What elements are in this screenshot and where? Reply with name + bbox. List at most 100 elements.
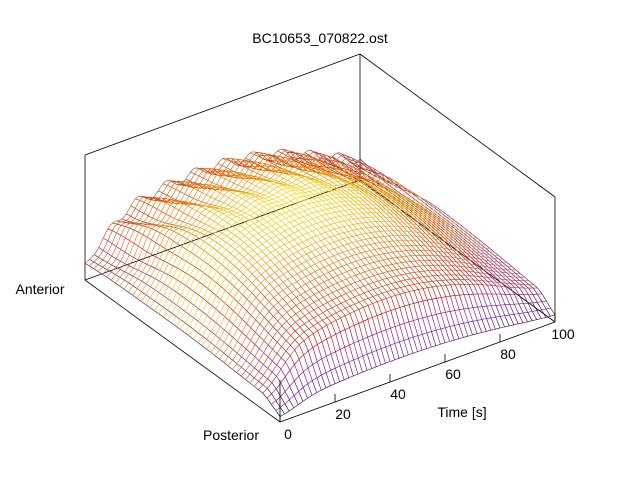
mesh-segment bbox=[350, 298, 355, 305]
mesh-segment bbox=[272, 326, 278, 332]
mesh-segment bbox=[308, 350, 313, 365]
mesh-segment bbox=[392, 246, 398, 252]
mesh-segment bbox=[473, 275, 479, 281]
mesh-segment bbox=[294, 208, 300, 214]
mesh-segment bbox=[413, 320, 419, 336]
mesh-segment bbox=[384, 225, 390, 232]
mesh-segment bbox=[251, 282, 257, 288]
mesh-segment bbox=[292, 276, 298, 282]
mesh-segment bbox=[207, 180, 213, 183]
mesh-segment bbox=[381, 293, 387, 299]
mesh-segment bbox=[363, 193, 369, 198]
mesh-segment bbox=[365, 245, 371, 251]
mesh-segment bbox=[347, 177, 352, 181]
mesh-segment bbox=[361, 228, 367, 234]
mesh-segment bbox=[211, 305, 217, 310]
mesh-segment bbox=[267, 160, 272, 164]
mesh-segment bbox=[434, 242, 440, 248]
mesh-segment bbox=[324, 266, 329, 273]
mesh-segment bbox=[366, 222, 372, 228]
mesh-segment bbox=[474, 271, 479, 277]
mesh-segment bbox=[281, 325, 287, 331]
mesh-segment bbox=[226, 229, 232, 233]
mesh-segment bbox=[423, 282, 428, 288]
mesh-segment bbox=[437, 215, 442, 219]
mesh-segment bbox=[300, 294, 306, 300]
mesh-segment bbox=[435, 227, 441, 232]
mesh-segment bbox=[518, 294, 524, 304]
mesh-segment bbox=[227, 215, 232, 220]
mesh-segment bbox=[292, 176, 297, 180]
mesh-segment bbox=[132, 295, 138, 299]
mesh-segment bbox=[135, 208, 140, 212]
mesh-segment bbox=[279, 239, 285, 245]
mesh-segment bbox=[256, 269, 262, 275]
mesh-segment bbox=[241, 204, 246, 208]
mesh-segment bbox=[212, 247, 218, 252]
mesh-segment bbox=[327, 195, 332, 200]
mesh-segment bbox=[130, 205, 136, 209]
mesh-segment bbox=[289, 235, 294, 240]
mesh-segment bbox=[430, 231, 436, 236]
mesh-segment bbox=[309, 312, 314, 318]
mesh-segment bbox=[510, 276, 516, 281]
mesh-segment bbox=[404, 292, 410, 305]
mesh-segment bbox=[317, 197, 323, 202]
mesh-segment bbox=[110, 279, 116, 284]
mesh-segment bbox=[388, 246, 394, 253]
mesh-segment bbox=[345, 190, 351, 195]
mesh-segment bbox=[283, 182, 288, 185]
mesh-segment bbox=[194, 266, 200, 270]
mesh-segment bbox=[202, 298, 208, 303]
mesh-segment bbox=[457, 247, 463, 253]
mesh-segment bbox=[176, 279, 182, 283]
mesh-segment bbox=[159, 258, 165, 262]
mesh-segment bbox=[323, 187, 328, 192]
mesh-segment bbox=[197, 199, 203, 203]
mesh-segment bbox=[397, 235, 403, 241]
mesh-segment bbox=[377, 201, 382, 206]
mesh-segment bbox=[164, 227, 170, 230]
mesh-segment bbox=[472, 234, 478, 239]
mesh-segment bbox=[450, 220, 456, 224]
mesh-segment bbox=[428, 209, 434, 213]
mesh-segment bbox=[310, 273, 316, 280]
mesh-segment bbox=[416, 236, 422, 242]
mesh-segment bbox=[322, 191, 328, 196]
mesh-segment bbox=[307, 383, 313, 396]
mesh-segment bbox=[180, 329, 185, 333]
mesh-segment bbox=[360, 246, 366, 252]
mesh-segment bbox=[402, 226, 408, 232]
mesh-segment bbox=[375, 226, 381, 232]
mesh-segment bbox=[537, 294, 543, 302]
mesh-segment bbox=[182, 235, 187, 239]
mesh-segment bbox=[241, 366, 246, 371]
mesh-segment bbox=[349, 327, 355, 344]
mesh-segment bbox=[505, 279, 511, 284]
mesh-segment bbox=[247, 278, 253, 284]
mesh-segment bbox=[391, 283, 397, 289]
mesh-segment bbox=[215, 322, 221, 327]
mesh-segment bbox=[486, 305, 492, 318]
mesh-segment bbox=[236, 208, 242, 211]
mesh-segment bbox=[452, 249, 458, 255]
mesh-segment bbox=[463, 323, 469, 337]
mesh-segment bbox=[403, 323, 409, 339]
mesh-segment bbox=[332, 270, 338, 276]
mesh-segment bbox=[337, 275, 343, 282]
mesh-segment bbox=[282, 194, 287, 198]
mesh-segment bbox=[186, 249, 191, 253]
mesh-segment bbox=[369, 188, 374, 192]
mesh-segment bbox=[328, 183, 333, 187]
mesh-segment bbox=[258, 209, 264, 214]
mesh-segment bbox=[172, 301, 177, 306]
mesh-segment bbox=[345, 300, 351, 307]
mesh-segment bbox=[466, 246, 472, 252]
mesh-segment bbox=[359, 287, 365, 294]
mesh-segment bbox=[277, 201, 282, 205]
mesh-line bbox=[145, 172, 421, 305]
mesh-segment bbox=[330, 370, 336, 384]
mesh-segment bbox=[506, 265, 512, 271]
mesh-segment bbox=[167, 319, 172, 324]
mesh-segment bbox=[420, 199, 425, 204]
